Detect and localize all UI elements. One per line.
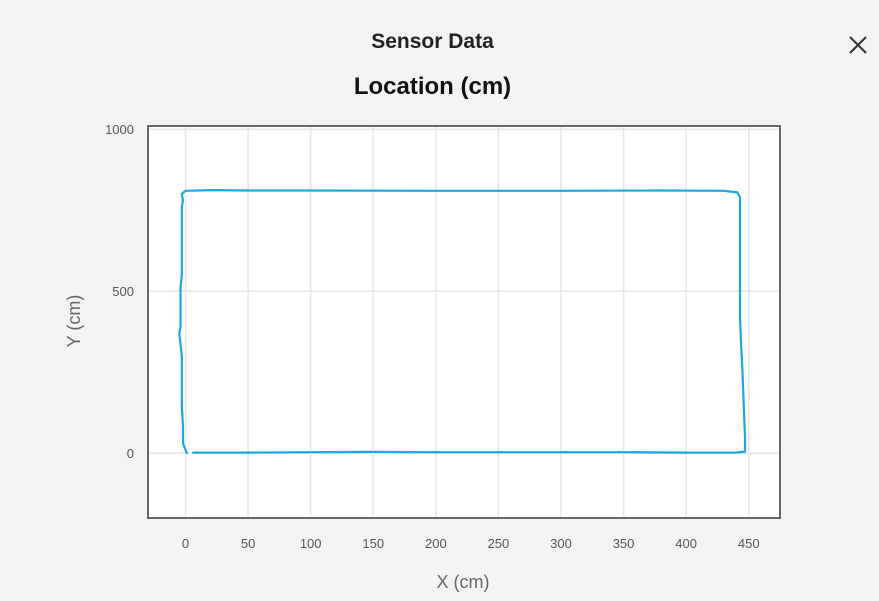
dialog-title: Sensor Data xyxy=(371,30,494,53)
y-axis-title: Y (cm) xyxy=(64,295,84,348)
x-tick-label: 300 xyxy=(550,536,572,551)
x-tick-label: 250 xyxy=(488,536,510,551)
chart-title: Location (cm) xyxy=(353,73,512,100)
y-tick-label: 500 xyxy=(112,284,134,299)
x-tick-label: 200 xyxy=(425,536,447,551)
x-tick-label: 50 xyxy=(241,536,255,551)
x-tick-label: 350 xyxy=(613,536,635,551)
x-tick-label: 100 xyxy=(300,536,322,551)
close-button[interactable] xyxy=(843,30,873,60)
plot-area xyxy=(148,126,780,518)
x-tick-label: 400 xyxy=(675,536,697,551)
x-tick-label: 150 xyxy=(362,536,384,551)
tick-labels: 0 50 100 150 200 250 300 350 400 450 0 500 1000 xyxy=(105,122,759,551)
x-tick-label: 450 xyxy=(738,536,760,551)
close-icon xyxy=(849,36,867,54)
x-tick-label: 0 xyxy=(182,536,189,551)
x-axis-title: X (cm) xyxy=(437,572,490,592)
plot-frame xyxy=(147,125,781,519)
y-tick-label: 0 xyxy=(127,446,134,461)
y-tick-label: 1000 xyxy=(105,122,134,137)
location-trace-line xyxy=(178,189,747,455)
